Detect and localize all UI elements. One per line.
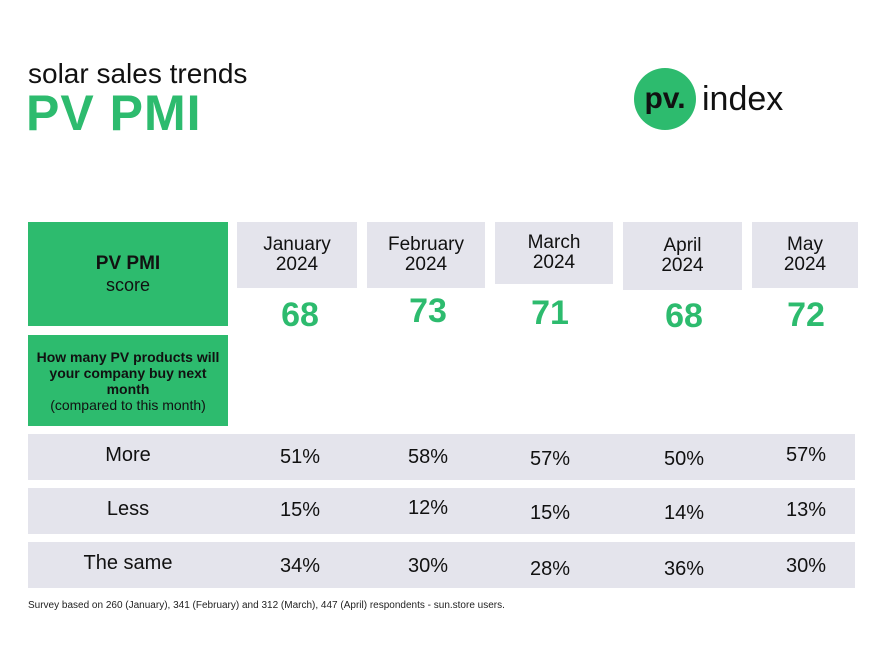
pmi-label-sub: score xyxy=(105,274,150,295)
row-value: 13% xyxy=(785,499,827,521)
row-value: 57% xyxy=(529,448,571,470)
question-box: How many PV products will your company b… xyxy=(28,335,228,426)
pmi-score: 68 xyxy=(281,296,319,334)
row-value: 14% xyxy=(663,502,705,524)
subtitle: solar sales trends xyxy=(28,58,248,89)
row-value: 36% xyxy=(663,558,705,580)
month-header: April 2024 xyxy=(623,222,742,290)
logo-word: index xyxy=(702,79,784,118)
question-text: How many PV products will your company b… xyxy=(36,348,220,397)
pmi-label-title: PV PMI xyxy=(95,252,161,274)
pmi-score: 71 xyxy=(531,294,569,332)
logo: pv. index xyxy=(634,68,783,130)
row-value: 28% xyxy=(529,558,571,580)
pmi-label-box: PV PMI score xyxy=(28,222,228,326)
logo-mark: pv. xyxy=(634,68,696,130)
row-value: 15% xyxy=(279,499,321,521)
row-value: 30% xyxy=(785,555,827,577)
question-note: (compared to this month) xyxy=(50,396,206,413)
month-header: January 2024 xyxy=(237,222,357,288)
row-value: 51% xyxy=(279,446,321,468)
page-title: PV PMI xyxy=(26,85,202,141)
row-value: 30% xyxy=(407,555,449,577)
row-label: The same xyxy=(83,552,173,574)
row-label: More xyxy=(105,444,151,466)
row-value: 34% xyxy=(279,555,321,577)
month-header: February 2024 xyxy=(367,222,485,288)
row-less: Less xyxy=(28,488,855,534)
row-same: The same xyxy=(28,542,855,588)
row-value: 12% xyxy=(407,497,449,519)
row-label: Less xyxy=(106,498,150,520)
pmi-score: 72 xyxy=(787,296,825,334)
row-value: 15% xyxy=(529,502,571,524)
row-value: 57% xyxy=(785,444,827,466)
pmi-score: 73 xyxy=(409,292,447,330)
pmi-score: 68 xyxy=(665,297,703,335)
month-header: May 2024 xyxy=(752,222,858,288)
row-more: More xyxy=(28,434,855,480)
month-header: March 2024 xyxy=(495,222,613,284)
footnote: Survey based on 260 (January), 341 (Febr… xyxy=(28,600,505,611)
row-value: 50% xyxy=(663,448,705,470)
row-value: 58% xyxy=(407,446,449,468)
